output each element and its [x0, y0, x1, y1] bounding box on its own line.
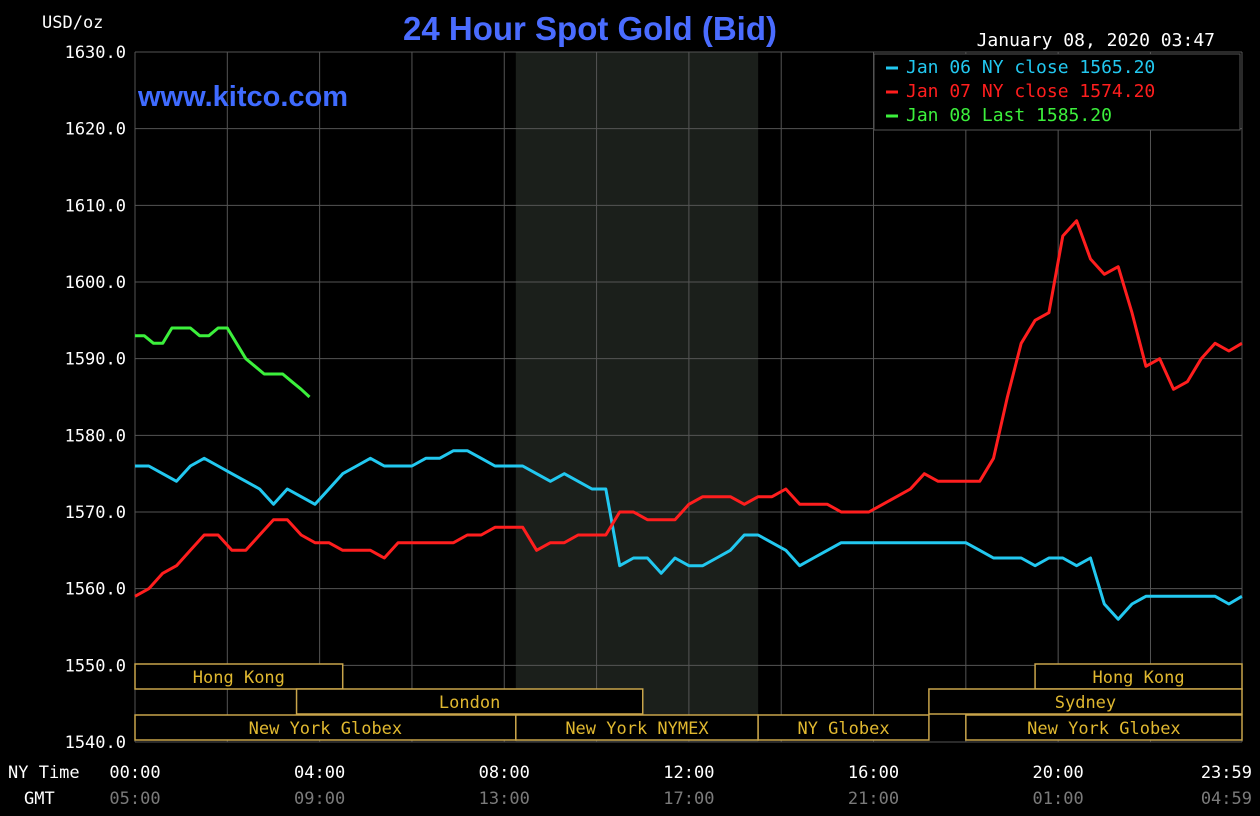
- x-tick-label-gmt: 04:59: [1201, 789, 1252, 809]
- price-series: [134, 219, 1243, 621]
- session-label: New York Globex: [249, 719, 403, 739]
- session-label: Sydney: [1055, 693, 1116, 713]
- x-tick-label-ny: 23:59: [1201, 763, 1252, 783]
- y-tick-label: 1570.0: [65, 503, 126, 523]
- y-tick-label: 1560.0: [65, 580, 126, 600]
- x-tick-label-gmt: 09:00: [294, 789, 345, 809]
- y-tick-label: 1630.0: [65, 43, 126, 63]
- session-label: New York Globex: [1027, 719, 1181, 739]
- session-box: [928, 688, 1243, 715]
- nymex-shaded-region: [515, 52, 759, 742]
- session-box: [134, 714, 517, 741]
- x-axis-ticks: 00:00 05:00 04:00 09:00 08:00 13:00 12:00 17:00…: [109, 763, 1252, 809]
- y-axis-unit-label: USD/oz: [42, 13, 103, 33]
- x-row-label-ny: NY Time: [8, 763, 80, 783]
- x-tick-label-gmt: 05:00: [109, 789, 160, 809]
- series-line: [135, 326, 311, 399]
- series-line: [135, 449, 1243, 621]
- session-box: [757, 714, 930, 741]
- legend-entry: Jan 08 Last 1585.20: [906, 105, 1112, 126]
- legend-entry: Jan 06 NY close 1565.20: [906, 57, 1155, 78]
- y-tick-label: 1550.0: [65, 656, 126, 676]
- y-axis-ticks: 1630.0 1620.0 1610.0 1600.0 1590.0 1580.0 1570…: [65, 43, 126, 753]
- x-tick-label-ny: 08:00: [479, 763, 530, 783]
- x-tick-label-gmt: 21:00: [848, 789, 899, 809]
- x-tick-label-ny: 12:00: [663, 763, 714, 783]
- session-box: [134, 663, 344, 690]
- x-row-label-gmt: GMT: [24, 789, 55, 809]
- website-watermark: www.kitco.com: [137, 81, 348, 113]
- session-label: Hong Kong: [1092, 668, 1184, 688]
- y-tick-label: 1600.0: [65, 273, 126, 293]
- session-box: [965, 714, 1243, 741]
- trading-sessions: Hong Kong London New York Globex New York N…: [134, 663, 1243, 741]
- x-tick-label-ny: 16:00: [848, 763, 899, 783]
- session-label: New York NYMEX: [565, 719, 709, 739]
- x-tick-label-gmt: 01:00: [1033, 789, 1084, 809]
- x-tick-label-ny: 20:00: [1033, 763, 1084, 783]
- session-label: NY Globex: [797, 719, 889, 739]
- timestamp: January 08, 2020 03:47: [977, 30, 1215, 51]
- x-tick-label-gmt: 17:00: [663, 789, 714, 809]
- session-label: London: [439, 693, 500, 713]
- y-tick-label: 1610.0: [65, 196, 126, 216]
- legend-entry: Jan 07 NY close 1574.20: [906, 81, 1155, 102]
- legend: Jan 06 NY close 1565.20 Jan 07 NY close 1…: [873, 53, 1241, 131]
- y-tick-label: 1620.0: [65, 120, 126, 140]
- y-tick-label: 1580.0: [65, 426, 126, 446]
- chart-title: 24 Hour Spot Gold (Bid): [403, 10, 777, 47]
- legend-box: [873, 53, 1241, 131]
- x-tick-label-gmt: 13:00: [479, 789, 530, 809]
- series-line: [134, 219, 1243, 598]
- x-tick-label-ny: 04:00: [294, 763, 345, 783]
- y-tick-label: 1540.0: [65, 733, 126, 753]
- y-tick-label: 1590.0: [65, 350, 126, 370]
- session-label: Hong Kong: [193, 668, 285, 688]
- session-box: [295, 688, 644, 715]
- x-tick-label-ny: 00:00: [109, 763, 160, 783]
